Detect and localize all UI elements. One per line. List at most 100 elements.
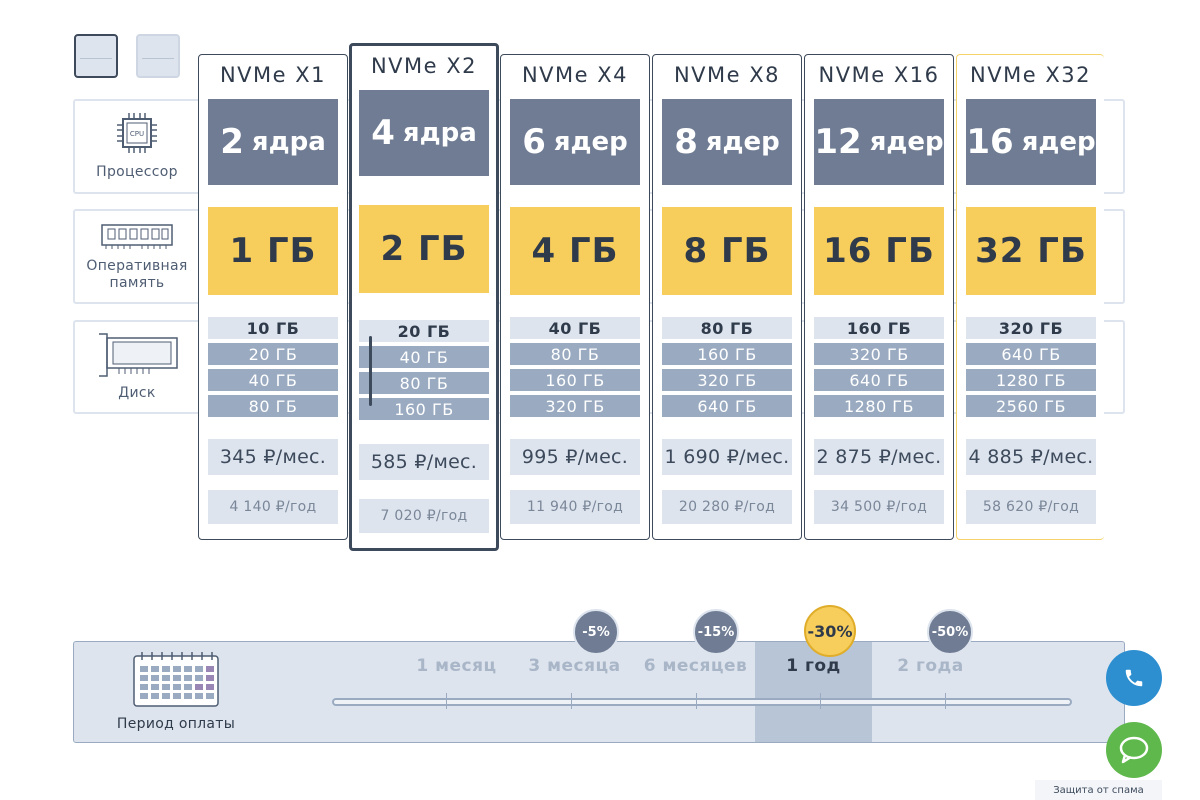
slider-tick xyxy=(446,693,447,709)
disk-scroll-thumb[interactable] xyxy=(369,336,372,406)
disk-option[interactable]: 160 ГБ xyxy=(359,398,489,420)
view-toggle-tile-2[interactable] xyxy=(136,34,180,78)
calendar-cell xyxy=(184,684,192,690)
disk-option[interactable]: 80 ГБ xyxy=(662,317,792,339)
period-option-3[interactable]: 6 месяцев xyxy=(643,656,748,676)
plan-card-2[interactable]: NVMe X2 4 ядра 2 ГБ 20 ГБ 40 ГБ 80 ГБ 160 ГБ… xyxy=(349,43,499,551)
calendar-cell xyxy=(195,675,203,681)
disk-drive-icon xyxy=(75,332,199,378)
calendar-cell xyxy=(206,666,214,672)
calendar-cell xyxy=(173,666,181,672)
plan-card-5[interactable]: NVMe X16 12 ядер 16 ГБ 160 ГБ 320 ГБ 640 ГБ… xyxy=(804,54,954,540)
cpu-cores-box: 6 ядер xyxy=(510,99,640,185)
cpu-cores-word: ядер xyxy=(705,127,780,157)
yearly-price: 4 140 ₽/год xyxy=(208,490,338,524)
calendar-cell xyxy=(162,693,170,699)
cpu-cores-box: 16 ядер xyxy=(966,99,1096,185)
disk-option[interactable]: 80 ГБ xyxy=(208,395,338,417)
cpu-row-label: Процессор xyxy=(96,164,178,180)
period-option-4[interactable]: 1 год xyxy=(786,656,841,676)
cpu-cores-word: ядер xyxy=(553,127,628,157)
plan-card-3[interactable]: NVMe X4 6 ядер 4 ГБ 40 ГБ 80 ГБ 160 ГБ 320 Г… xyxy=(500,54,650,540)
period-option-1[interactable]: 1 месяц xyxy=(416,656,497,676)
disk-option[interactable]: 320 ГБ xyxy=(966,317,1096,339)
slider-tick xyxy=(696,693,697,709)
discount-badge-4: -50% xyxy=(927,609,973,655)
chat-button[interactable] xyxy=(1106,722,1162,778)
disk-option[interactable]: 1280 ГБ xyxy=(966,369,1096,391)
cpu-cores-count: 8 xyxy=(674,122,698,162)
disk-option[interactable]: 1280 ГБ xyxy=(814,395,944,417)
calendar-cell xyxy=(173,675,181,681)
calendar-cell xyxy=(206,693,214,699)
plan-card-6[interactable]: NVMe X32 16 ядер 32 ГБ 320 ГБ 640 ГБ 1280 Г… xyxy=(956,54,1104,540)
calendar-cell xyxy=(173,684,181,690)
calendar-cell xyxy=(151,693,159,699)
plan-name: NVMe X32 xyxy=(970,63,1091,87)
disk-option[interactable]: 80 ГБ xyxy=(510,343,640,365)
ram-size-box: 1 ГБ xyxy=(208,207,338,295)
slider-tick xyxy=(820,693,821,709)
cpu-cores-count: 2 xyxy=(220,122,244,162)
cpu-cores-word: ядра xyxy=(402,118,477,148)
disk-option[interactable]: 40 ГБ xyxy=(208,369,338,391)
disk-option[interactable]: 640 ГБ xyxy=(662,395,792,417)
plan-name: NVMe X8 xyxy=(673,63,781,87)
disk-option[interactable]: 640 ГБ xyxy=(966,343,1096,365)
plan-card-1[interactable]: NVMe X1 2 ядра 1 ГБ 10 ГБ 20 ГБ 40 ГБ 80 ГБ 3… xyxy=(198,54,348,540)
disk-option[interactable]: 20 ГБ xyxy=(359,320,489,342)
plan-name: NVMe X1 xyxy=(219,63,327,87)
monthly-price: 4 885 ₽/мес. xyxy=(966,439,1096,475)
calendar-cell xyxy=(206,675,214,681)
calendar-cell xyxy=(195,693,203,699)
period-option-2[interactable]: 3 месяца xyxy=(528,656,621,676)
calendar-cell xyxy=(151,675,159,681)
disk-option[interactable]: 80 ГБ xyxy=(359,372,489,394)
cpu-chip-icon: CPU xyxy=(75,111,199,155)
ram-size-box: 4 ГБ xyxy=(510,207,640,295)
disk-option[interactable]: 320 ГБ xyxy=(814,343,944,365)
disk-option[interactable]: 160 ГБ xyxy=(662,343,792,365)
discount-badge-2: -15% xyxy=(693,609,739,655)
billing-period-label: Период оплаты xyxy=(116,716,236,732)
cpu-cores-box: 2 ядра xyxy=(208,99,338,185)
calendar-cell xyxy=(195,684,203,690)
active-period-highlight xyxy=(755,642,872,742)
disk-option[interactable]: 40 ГБ xyxy=(510,317,640,339)
calendar-cell xyxy=(140,666,148,672)
phone-button[interactable] xyxy=(1106,650,1162,706)
cpu-cores-box: 12 ядер xyxy=(814,99,944,185)
monthly-price: 995 ₽/мес. xyxy=(510,439,640,475)
view-toggle-tile-1[interactable] xyxy=(74,34,118,78)
discount-badge-1: -5% xyxy=(573,609,619,655)
disk-option[interactable]: 640 ГБ xyxy=(814,369,944,391)
slider-tick xyxy=(945,693,946,709)
cpu-cores-count: 6 xyxy=(522,122,546,162)
calendar-cell xyxy=(140,675,148,681)
disk-option[interactable]: 10 ГБ xyxy=(208,317,338,339)
ram-module-icon xyxy=(75,221,199,251)
plan-card-4[interactable]: NVMe X8 8 ядер 8 ГБ 80 ГБ 160 ГБ 320 ГБ 640 … xyxy=(652,54,802,540)
disk-option[interactable]: 160 ГБ xyxy=(814,317,944,339)
ram-size-box: 32 ГБ xyxy=(966,207,1096,295)
disk-option[interactable]: 20 ГБ xyxy=(208,343,338,365)
period-slider-track[interactable] xyxy=(332,698,1072,706)
cpu-cores-box: 4 ядра xyxy=(359,90,489,176)
plan-name: NVMe X16 xyxy=(818,63,940,87)
ram-row-label-line2: память xyxy=(109,275,165,291)
disk-option[interactable]: 40 ГБ xyxy=(359,346,489,368)
monthly-price: 585 ₽/мес. xyxy=(359,444,489,480)
period-option-5[interactable]: 2 года xyxy=(897,656,964,676)
disk-option[interactable]: 320 ГБ xyxy=(662,369,792,391)
calendar-cell xyxy=(140,693,148,699)
disk-option[interactable]: 320 ГБ xyxy=(510,395,640,417)
calendar-cell xyxy=(162,666,170,672)
calendar-cell xyxy=(151,666,159,672)
calendar-cell xyxy=(184,675,192,681)
calendar-cell xyxy=(195,666,203,672)
disk-option[interactable]: 160 ГБ xyxy=(510,369,640,391)
ram-size-box: 8 ГБ xyxy=(662,207,792,295)
calendar-icon xyxy=(132,650,222,712)
disk-option[interactable]: 2560 ГБ xyxy=(966,395,1096,417)
calendar-cell xyxy=(173,693,181,699)
